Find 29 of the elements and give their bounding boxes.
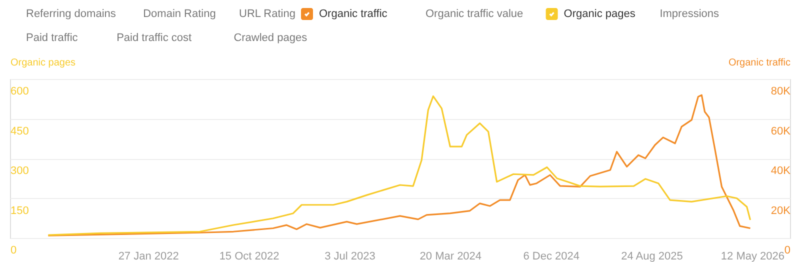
- x-tick-label: 15 Oct 2022: [219, 250, 280, 262]
- y-tick-label: 150: [10, 204, 29, 217]
- y2-tick-label: 40K: [770, 165, 792, 177]
- y2-tick-label: 80K: [770, 86, 792, 98]
- x-tick-label: 3 Jul 2023: [324, 250, 376, 262]
- y2-tick-label: 0: [784, 244, 790, 256]
- text: Impressions: [660, 8, 720, 20]
- x-tick-label: 20 Mar 2024: [420, 250, 482, 262]
- x-tick-label: 12 May 2026: [720, 250, 784, 262]
- y-axis-title: Organic pages: [10, 58, 76, 68]
- text: Paid traffic cost: [116, 32, 192, 44]
- y2-axis-title: Organic traffic: [728, 58, 790, 68]
- x-tick-label: 24 Aug 2025: [621, 250, 683, 262]
- x-tick-label: 27 Jan 2022: [118, 250, 179, 262]
- text: Organic traffic value: [426, 8, 524, 20]
- y-tick-label: 450: [10, 125, 29, 138]
- x-tick-label: 6 Dec 2024: [523, 250, 580, 262]
- y2-tick-label: 60K: [770, 125, 792, 138]
- legend-label: Organic traffic: [319, 8, 388, 20]
- y-tick-label: 0: [10, 244, 17, 256]
- legend-label: Organic pages: [564, 8, 636, 20]
- y2-tick-label: 20K: [770, 204, 792, 217]
- text: Crawled pages: [234, 32, 308, 44]
- y-tick-label: 300: [10, 165, 29, 177]
- y-tick-label: 600: [10, 86, 29, 98]
- text: Paid traffic: [26, 32, 78, 44]
- text: URL Rating: [239, 8, 296, 20]
- text: Referring domains: [26, 8, 116, 20]
- text: Domain Rating: [143, 8, 216, 20]
